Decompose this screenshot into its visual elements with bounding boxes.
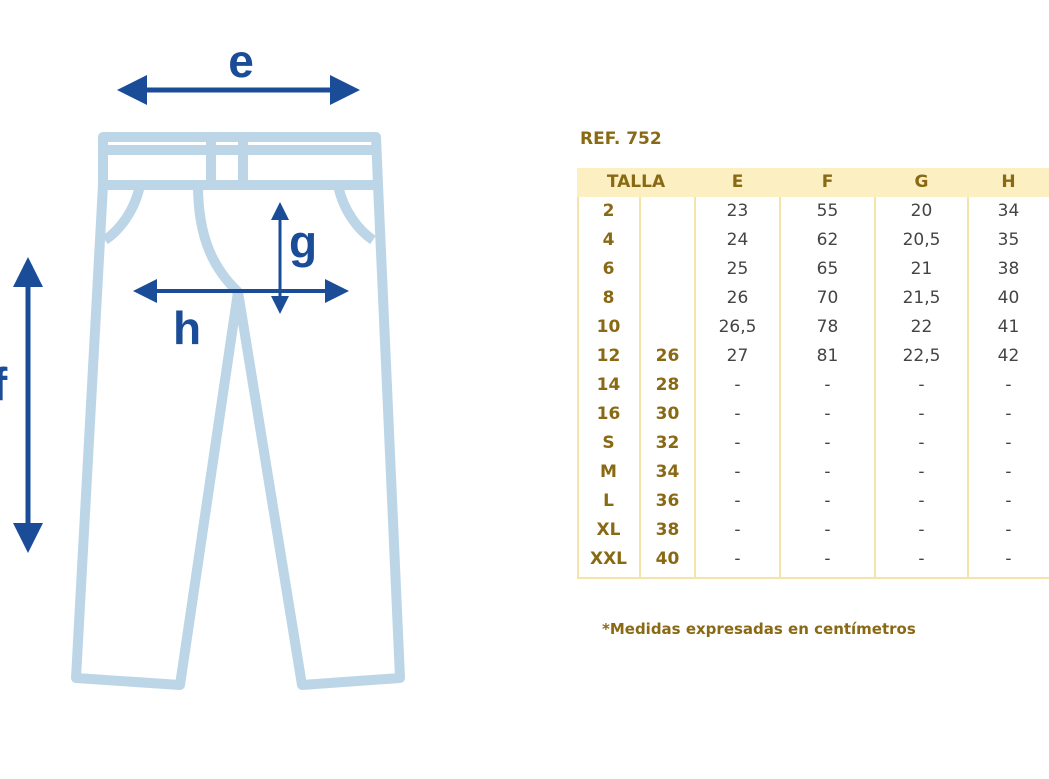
value-cell: -: [824, 491, 831, 511]
column-divider: [874, 197, 876, 577]
size-cell: 6: [602, 259, 615, 279]
header-cell: TALLA: [606, 172, 666, 192]
value-cell: -: [918, 491, 925, 511]
value-cell: -: [918, 520, 925, 540]
value-cell: -: [824, 549, 831, 569]
value-cell: -: [734, 491, 741, 511]
size-cell: 2: [602, 201, 615, 221]
value-cell: -: [734, 433, 741, 453]
value-cell: 20: [910, 201, 933, 221]
value-cell: -: [918, 404, 925, 424]
size-cell: 30: [655, 404, 680, 424]
size-cell: 26: [655, 346, 680, 366]
header-cell: H: [1001, 172, 1016, 192]
header-cell: G: [914, 172, 929, 192]
reference: REF. 752: [580, 129, 662, 149]
size-cell: XXL: [589, 549, 628, 569]
value-cell: 34: [997, 201, 1020, 221]
value-cell: 65: [816, 259, 839, 279]
size-cell: 16: [596, 404, 621, 424]
value-cell: 62: [816, 230, 839, 250]
value-cell: -: [918, 433, 925, 453]
size-cell: S: [602, 433, 615, 453]
column-divider: [694, 197, 696, 577]
value-cell: -: [824, 462, 831, 482]
value-cell: -: [824, 520, 831, 540]
label-g: g: [289, 216, 317, 268]
value-cell: -: [734, 520, 741, 540]
size-cell: 14: [596, 375, 621, 395]
pants-outline: [71, 132, 405, 690]
value-cell: -: [1005, 433, 1012, 453]
value-cell: 78: [816, 317, 839, 337]
value-cell: 26: [726, 288, 749, 308]
value-cell: 22,5: [902, 346, 941, 366]
size-cell: 40: [655, 549, 680, 569]
value-cell: -: [734, 462, 741, 482]
value-cell: -: [734, 375, 741, 395]
value-cell: 38: [997, 259, 1020, 279]
note: *Medidas expresadas en centímetros: [602, 620, 916, 638]
arrows: [13, 75, 360, 553]
size-cell: 8: [602, 288, 615, 308]
pants-diagram: e g h f: [0, 35, 405, 690]
value-cell: 25: [726, 259, 749, 279]
column-divider: [577, 197, 579, 577]
value-cell: 20,5: [902, 230, 941, 250]
value-cell: 70: [816, 288, 839, 308]
value-cell: -: [824, 433, 831, 453]
size-cell: 38: [655, 520, 680, 540]
value-cell: 21,5: [902, 288, 941, 308]
value-cell: -: [824, 404, 831, 424]
size-cell: 28: [655, 375, 680, 395]
value-cell: -: [918, 375, 925, 395]
column-divider: [639, 197, 641, 577]
value-cell: 27: [726, 346, 749, 366]
header-cell: F: [821, 172, 834, 192]
value-cell: 55: [816, 201, 839, 221]
value-cell: 22: [910, 317, 933, 337]
value-cell: -: [918, 549, 925, 569]
size-cell: 36: [655, 491, 680, 511]
value-cell: -: [1005, 491, 1012, 511]
value-cell: 21: [910, 259, 933, 279]
value-cell: -: [1005, 404, 1012, 424]
label-e: e: [228, 35, 254, 87]
size-cell: M: [600, 462, 617, 482]
column-divider: [967, 197, 969, 577]
size-cell: XL: [596, 520, 621, 540]
value-cell: 35: [997, 230, 1020, 250]
label-f: f: [0, 358, 8, 410]
value-cell: 41: [997, 317, 1020, 337]
size-cell: 34: [655, 462, 680, 482]
value-cell: -: [734, 549, 741, 569]
size-cell: 12: [596, 346, 621, 366]
size-cell: L: [603, 491, 614, 511]
value-cell: 23: [726, 201, 749, 221]
header-row: [577, 168, 1049, 197]
value-cell: -: [734, 404, 741, 424]
value-cell: 81: [816, 346, 839, 366]
value-cell: -: [1005, 462, 1012, 482]
value-cell: -: [1005, 375, 1012, 395]
value-cell: 26,5: [718, 317, 757, 337]
value-cell: 40: [997, 288, 1020, 308]
value-cell: 24: [726, 230, 749, 250]
value-cell: -: [1005, 549, 1012, 569]
value-cell: -: [1005, 520, 1012, 540]
size-cell: 4: [602, 230, 615, 250]
size-cell: 10: [596, 317, 621, 337]
value-cell: 42: [997, 346, 1020, 366]
value-cell: -: [918, 462, 925, 482]
size-table: TALLA E F G H 2 23 55 20 34 4 24 62 20,5 35 6 25 65 21 38 8 2…: [577, 168, 1049, 579]
label-h: h: [173, 302, 201, 354]
header-cell: E: [731, 172, 744, 192]
column-divider: [779, 197, 781, 577]
size-cell: 32: [655, 433, 680, 453]
value-cell: -: [824, 375, 831, 395]
